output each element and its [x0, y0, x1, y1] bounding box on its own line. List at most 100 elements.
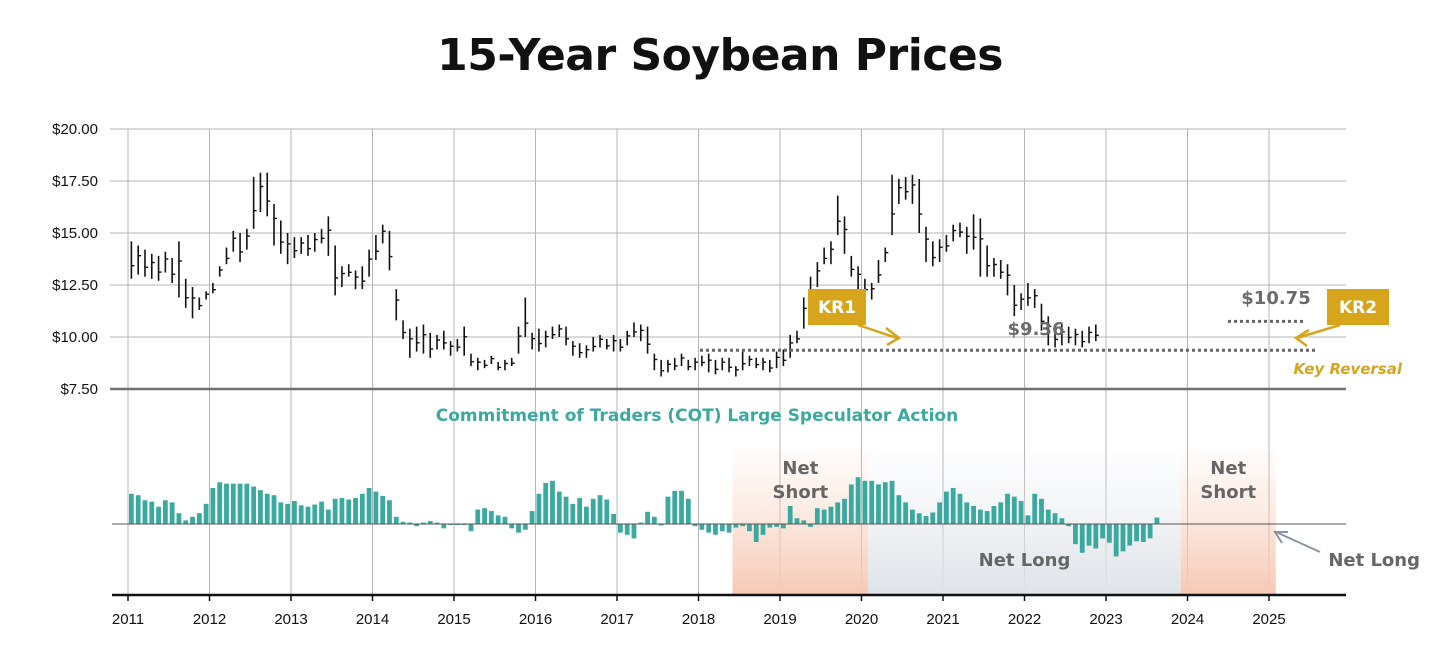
cot-bar: [1011, 496, 1017, 524]
cot-bar: [258, 490, 263, 524]
cot-bar: [495, 515, 501, 524]
cot-bar: [814, 508, 820, 524]
cot-bars: [129, 477, 1160, 557]
cot-bar: [631, 524, 637, 539]
kr1-arrow: [857, 323, 898, 340]
cot-bar: [848, 484, 854, 524]
cot-bar: [733, 524, 739, 528]
cot-bar: [937, 502, 942, 524]
cot-bar: [509, 524, 515, 529]
cot-bar: [522, 524, 528, 530]
kr2-arrow: [1296, 323, 1341, 340]
cot-bar: [964, 502, 970, 524]
cot-bar: [665, 496, 671, 524]
zone-label: Short: [1200, 482, 1256, 503]
cot-bar: [794, 518, 800, 524]
cot-bar: [998, 502, 1004, 524]
cot-bar: [292, 500, 297, 524]
cot-bar: [353, 498, 358, 524]
cot-bar: [183, 520, 189, 524]
cot-bar: [285, 503, 290, 524]
cot-bar: [1045, 509, 1051, 524]
cot-bar: [1018, 500, 1024, 524]
cot-bar: [808, 524, 813, 527]
cot-bar: [224, 483, 229, 524]
cot-bar: [624, 524, 630, 535]
kr2-box: [1327, 289, 1389, 325]
y-tick-label: $15.00: [52, 225, 98, 242]
cot-bar: [957, 493, 963, 524]
cot-bar: [638, 522, 644, 524]
x-tick-label: 2015: [437, 611, 470, 628]
cot-bar: [1113, 524, 1119, 557]
cot-bar: [672, 490, 678, 524]
cot-bar: [129, 493, 134, 524]
x-tick-label: 2018: [682, 611, 715, 628]
cot-bar: [529, 511, 535, 524]
cot-bar: [774, 524, 779, 527]
cot-bar: [679, 490, 684, 524]
cot-bar: [142, 500, 148, 524]
cot-bar: [556, 491, 562, 524]
chart-title: 15-Year Soybean Prices: [437, 30, 1003, 81]
kr2-label: KR2: [1339, 298, 1377, 318]
kr1-arrow-head: [885, 327, 902, 347]
x-tick-label: 2024: [1171, 611, 1204, 628]
cot-bar: [889, 480, 895, 524]
cot-bar: [536, 493, 542, 524]
cot-bar: [400, 521, 406, 524]
cot-bar: [135, 495, 141, 524]
x-tick-label: 2022: [1008, 611, 1041, 628]
zone-label: Net: [782, 458, 818, 479]
cot-bar: [393, 516, 399, 524]
cot-zones: Net Short Net Long Net Short: [732, 450, 1276, 595]
cot-bar: [312, 504, 318, 524]
cot-bar: [210, 488, 216, 524]
cot-bar: [543, 482, 549, 524]
y-tick-label: $20.00: [52, 121, 98, 138]
cot-bar: [387, 500, 392, 524]
x-tick-label: 2019: [763, 611, 796, 628]
cot-bar: [190, 516, 195, 524]
cot-bar: [482, 508, 487, 524]
cot-bar: [434, 522, 440, 524]
x-tick-label: 2023: [1089, 611, 1122, 628]
cot-bar: [930, 512, 936, 524]
support-label: $9.36: [1008, 319, 1065, 340]
cot-bar: [713, 524, 718, 535]
cot-bar: [305, 506, 311, 524]
resistance-label: $10.75: [1241, 288, 1310, 309]
cot-bar: [149, 501, 155, 524]
cot-bar: [944, 491, 949, 524]
cot-bar: [516, 524, 521, 533]
cot-bar: [366, 488, 372, 524]
cot-bar: [1086, 524, 1092, 546]
cot-bar: [699, 524, 705, 530]
cot-bar: [869, 480, 875, 524]
cot-bar: [488, 511, 494, 524]
cot-bar: [570, 503, 576, 524]
cot-bar: [421, 522, 426, 524]
cot-bar: [346, 499, 352, 524]
cot-bar: [821, 509, 827, 524]
cot-bar: [991, 506, 997, 524]
y-tick-label: $10.00: [52, 329, 98, 346]
cot-title: Commitment of Traders (COT) Large Specul…: [436, 406, 958, 426]
cot-bar: [1107, 524, 1112, 543]
cot-bar: [923, 516, 929, 524]
cot-bar: [760, 524, 766, 535]
kr2-arrow-head: [1293, 328, 1310, 348]
cot-bar: [1059, 518, 1065, 524]
cot-bar: [414, 524, 420, 527]
cot-bar: [441, 524, 447, 529]
cot-bar: [332, 498, 338, 524]
x-tick-label: 2021: [926, 611, 959, 628]
net-long-callout: Net Long: [1328, 550, 1420, 571]
cot-bar: [169, 502, 175, 524]
cot-bar: [651, 516, 657, 524]
x-tick-label: 2013: [274, 611, 307, 628]
kr1-label: KR1: [818, 298, 856, 318]
cot-bar: [781, 524, 786, 529]
cot-bar: [156, 506, 161, 524]
cot-bar: [278, 502, 284, 524]
